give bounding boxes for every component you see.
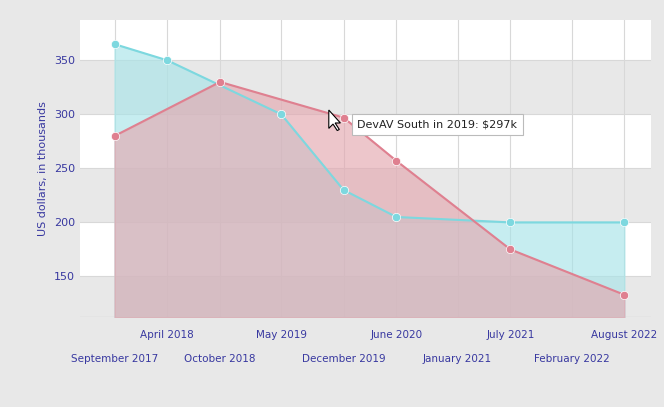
Bar [80, 276, 651, 317]
Point [276, 111, 287, 118]
Text: May 2019: May 2019 [256, 330, 307, 340]
Point [214, 79, 225, 85]
Point [619, 219, 629, 225]
Bar [80, 222, 651, 276]
Text: July 2021: July 2021 [486, 330, 535, 340]
Y-axis label: US dollars, in thousands: US dollars, in thousands [38, 101, 48, 236]
Point [391, 214, 402, 220]
Text: September 2017: September 2017 [71, 354, 158, 364]
Text: August 2022: August 2022 [591, 330, 657, 340]
Bar [80, 168, 651, 222]
Point [619, 291, 629, 298]
Point [338, 187, 349, 193]
Bar [80, 20, 651, 60]
Text: DevAV South in 2019: $297k: DevAV South in 2019: $297k [357, 120, 517, 130]
Point [338, 114, 349, 121]
Bar [80, 60, 651, 114]
Text: June 2020: June 2020 [371, 330, 422, 340]
Point [109, 41, 120, 47]
Point [391, 158, 402, 164]
Point [109, 133, 120, 139]
Polygon shape [329, 110, 341, 131]
Point [505, 219, 516, 225]
Text: April 2018: April 2018 [140, 330, 194, 340]
Point [505, 246, 516, 253]
Text: February 2022: February 2022 [534, 354, 610, 364]
Bar [80, 114, 651, 168]
Text: January 2021: January 2021 [423, 354, 492, 364]
Point [162, 57, 173, 63]
Text: October 2018: October 2018 [185, 354, 256, 364]
Text: December 2019: December 2019 [301, 354, 385, 364]
